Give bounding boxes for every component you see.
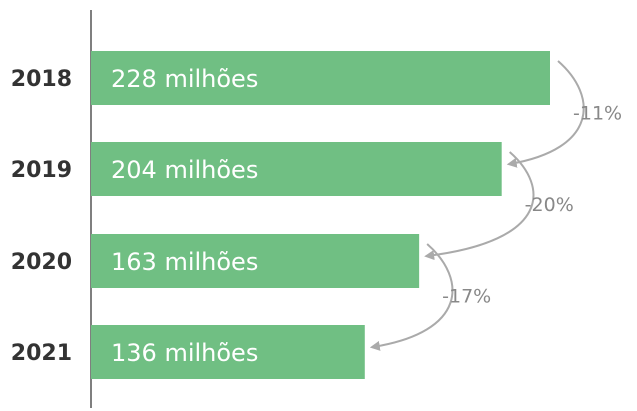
bar-value-label-2021: 136 milhões	[111, 339, 258, 367]
bar-value-label-2019: 204 milhões	[111, 156, 258, 184]
change-label-2: -20%	[525, 194, 574, 216]
category-label-2018: 2018	[11, 67, 72, 92]
change-label-1: -11%	[573, 103, 622, 125]
category-label-2021: 2021	[11, 341, 72, 366]
change-arrow-2	[424, 151, 535, 261]
category-label-2020: 2020	[11, 250, 72, 275]
bar-2021	[91, 325, 365, 379]
change-arrow-3	[369, 243, 454, 351]
bar-2019	[91, 142, 502, 196]
bar-value-label-2020: 163 milhões	[111, 248, 258, 276]
change-label-3: -17%	[442, 286, 491, 308]
bar-2020	[91, 234, 420, 288]
change-arrow-1	[506, 60, 585, 168]
bar-value-label-2018: 228 milhões	[111, 65, 258, 93]
category-label-2019: 2019	[11, 158, 72, 183]
bar-2018	[91, 51, 550, 105]
